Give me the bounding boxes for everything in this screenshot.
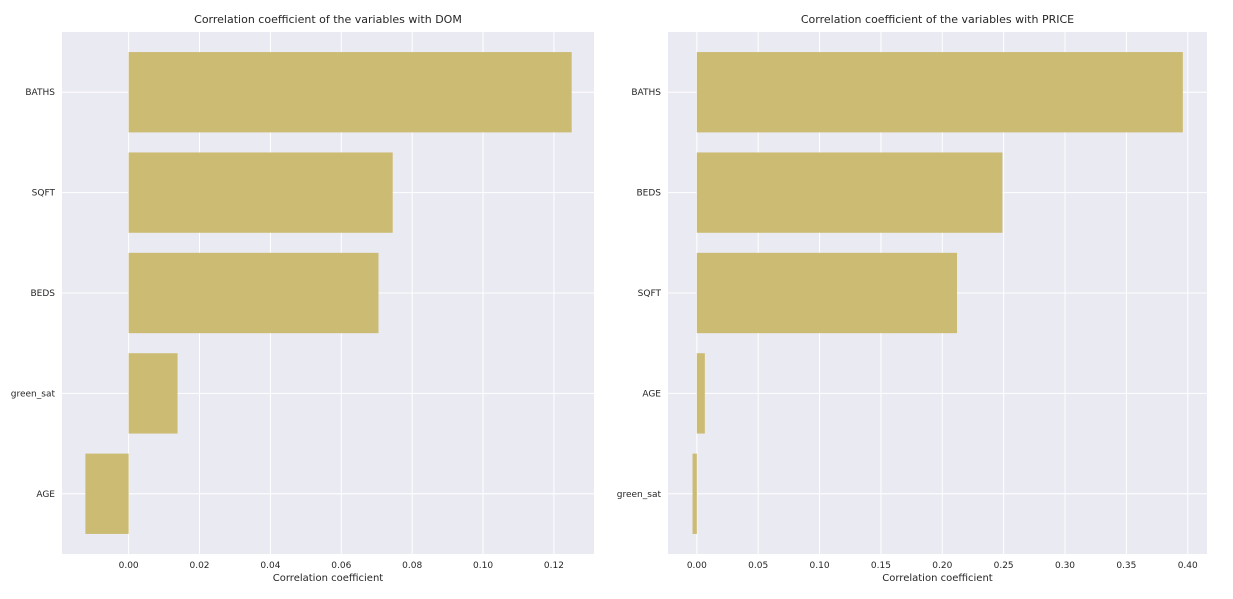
chart-2-x-tick-label: 0.35 xyxy=(1116,561,1136,571)
chart-1-y-tick-label: green_sat xyxy=(11,389,56,399)
chart-2-x-tick-label: 0.20 xyxy=(932,561,952,571)
chart-1-x-tick-label: 0.12 xyxy=(544,561,564,571)
chart-2-y-tick-label: BATHS xyxy=(631,88,661,98)
chart-1-bar-age xyxy=(85,453,129,534)
chart-1-x-tick-label: 0.08 xyxy=(402,561,422,571)
chart-2-x-tick-label: 0.25 xyxy=(994,561,1014,571)
chart-1-y-tick-label: AGE xyxy=(36,490,55,500)
chart-1-bar-green-sat xyxy=(128,353,178,434)
chart-2-x-axis-label: Correlation coefficient xyxy=(882,573,993,584)
chart-1-bar-baths xyxy=(128,52,572,133)
chart-2-bar-green-sat xyxy=(692,453,697,534)
chart-1-x-axis-label: Correlation coefficient xyxy=(273,573,384,584)
chart-2-bar-baths xyxy=(696,52,1183,133)
chart-2-y-tick-label: SQFT xyxy=(638,289,662,299)
chart-2-y-tick-label: BEDS xyxy=(636,189,661,199)
chart-1-y-tick-label: SQFT xyxy=(32,189,56,199)
chart-1-x-tick-label: 0.02 xyxy=(189,561,209,571)
chart-1-x-tick-label: 0.10 xyxy=(473,561,493,571)
chart-1-x-tick-label: 0.04 xyxy=(260,561,280,571)
chart-1-x-tick-label: 0.06 xyxy=(331,561,351,571)
chart-2-bar-sqft xyxy=(696,252,958,334)
chart-2-title: Correlation coefficient of the variables… xyxy=(801,13,1074,26)
chart-2-x-tick-label: 0.15 xyxy=(871,561,891,571)
chart-1-bar-beds xyxy=(128,252,379,334)
chart-1-bar-sqft xyxy=(128,152,393,233)
chart-2-x-tick-label: 0.40 xyxy=(1178,561,1198,571)
chart-2-x-tick-label: 0.30 xyxy=(1055,561,1075,571)
chart-2-bar-age xyxy=(696,353,705,434)
chart-2-x-tick-label: 0.05 xyxy=(748,561,768,571)
chart-1-x-tick-label: 0.00 xyxy=(119,561,139,571)
chart-2-y-tick-label: AGE xyxy=(642,389,661,399)
chart-1-title: Correlation coefficient of the variables… xyxy=(194,13,462,26)
chart-2-x-tick-label: 0.00 xyxy=(687,561,707,571)
chart-2-bar-beds xyxy=(696,152,1003,233)
chart-2-y-tick-label: green_sat xyxy=(617,490,662,500)
chart-2-x-tick-label: 0.10 xyxy=(810,561,830,571)
chart-1-y-tick-label: BEDS xyxy=(30,289,55,299)
chart-1-y-tick-label: BATHS xyxy=(25,88,55,98)
